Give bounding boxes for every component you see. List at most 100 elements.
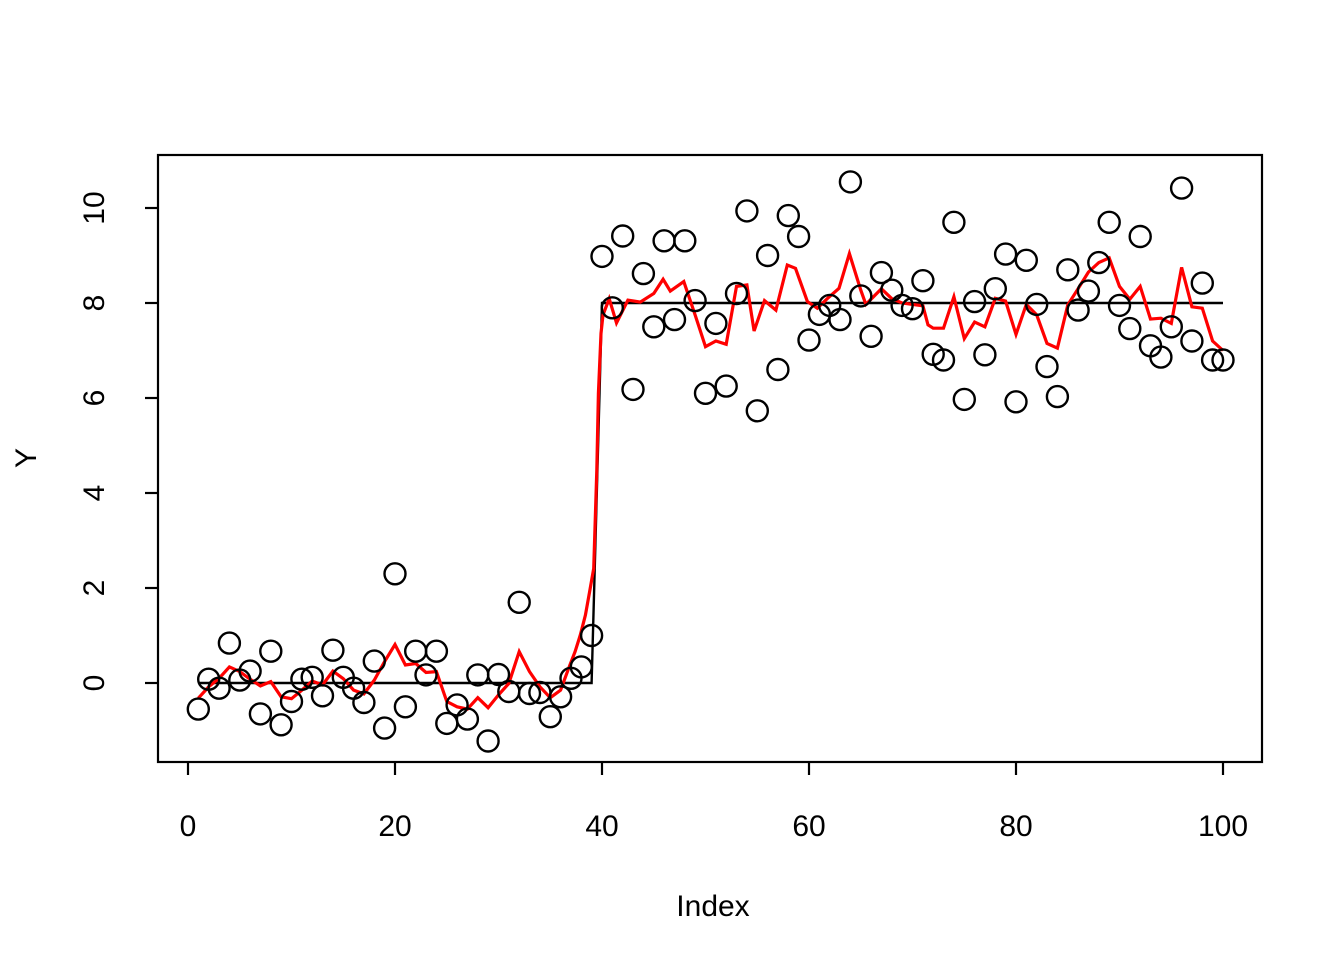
x-tick-label: 20: [378, 810, 411, 843]
data-point: [290, 667, 314, 691]
data-point: [538, 705, 562, 729]
data-point: [424, 639, 449, 663]
data-point: [642, 315, 666, 339]
data-point: [321, 638, 345, 662]
data-point: [1118, 316, 1142, 341]
data-point: [1180, 329, 1204, 353]
data-point: [735, 199, 759, 223]
data-point: [962, 289, 987, 314]
x-axis-label: Index: [676, 890, 749, 923]
data-point: [631, 261, 656, 286]
data-point: [1211, 348, 1235, 372]
data-point: [983, 277, 1007, 301]
data-point: [911, 269, 935, 293]
data-point: [766, 357, 790, 382]
y-tick-label: 2: [78, 580, 111, 597]
data-point: [662, 307, 687, 332]
data-point: [445, 693, 469, 717]
x-tick-label: 60: [792, 810, 825, 843]
data-point: [621, 377, 645, 402]
true-signal-step-line: [198, 301, 1223, 685]
x-tick-label: 40: [585, 810, 618, 843]
smoothed-estimate-line: [197, 248, 1225, 711]
data-point: [900, 297, 925, 321]
data-point: [828, 307, 852, 332]
data-point: [1087, 250, 1111, 275]
data-point: [1190, 271, 1215, 295]
data-point: [207, 676, 231, 700]
data-point: [652, 229, 676, 253]
data-point: [755, 243, 780, 268]
data-point: [590, 244, 614, 269]
plot-box: [156, 153, 1264, 764]
data-point: [1035, 354, 1059, 379]
axis-tick-labels: 0 20 40 60 80 100 0 2 4 6 8 10: [78, 191, 1248, 843]
data-point: [600, 296, 624, 320]
data-point: [1200, 348, 1225, 372]
data-point: [569, 655, 593, 679]
data-point: [310, 684, 335, 708]
y-tick-label: 4: [78, 485, 111, 502]
data-point: [1128, 224, 1152, 249]
data-point: [414, 663, 438, 687]
data-point: [300, 665, 324, 689]
data-point: [1014, 248, 1039, 272]
data-point: [517, 681, 542, 706]
data-point: [269, 713, 293, 737]
data-point: [1159, 315, 1184, 339]
data-point: [611, 224, 635, 248]
data-point: [548, 685, 573, 709]
data-point: [993, 242, 1018, 266]
data-point: [476, 729, 500, 753]
data-point: [1107, 293, 1132, 318]
data-point: [849, 284, 873, 308]
data-point: [776, 203, 800, 228]
data-point: [455, 707, 480, 731]
data-point: [693, 381, 718, 405]
data-point: [238, 659, 262, 683]
y-tick-label: 10: [78, 191, 111, 224]
data-point: [1045, 384, 1070, 409]
data-point: [248, 702, 273, 726]
true-signal-step: [198, 301, 1223, 685]
data-point: [362, 649, 386, 673]
data-point: [1066, 298, 1090, 322]
data-point: [683, 288, 707, 313]
plot-border: [156, 153, 1264, 764]
data-point: [217, 631, 242, 655]
data-point: [942, 210, 966, 235]
data-point: [973, 343, 997, 367]
y-tick-label: 8: [78, 295, 111, 312]
y-axis-label: Y: [10, 448, 43, 468]
data-point: [745, 399, 769, 423]
data-point: [1097, 210, 1121, 235]
data-point: [579, 623, 604, 648]
x-tick-label: 100: [1198, 810, 1248, 843]
data-point: [724, 281, 749, 306]
data-point: [704, 311, 728, 336]
axis-ticks: [145, 206, 1225, 775]
observation-points: [186, 170, 1235, 753]
data-point: [1169, 176, 1194, 200]
data-point: [393, 695, 418, 719]
data-point: [486, 662, 511, 687]
data-point: [372, 716, 397, 740]
data-point: [1076, 279, 1101, 303]
data-point: [673, 229, 697, 253]
data-point: [404, 639, 428, 663]
data-point: [869, 260, 894, 285]
x-tick-label: 0: [180, 810, 197, 843]
data-point: [1056, 258, 1080, 282]
data-point: [952, 387, 976, 412]
data-point: [859, 324, 883, 348]
data-point: [838, 170, 863, 194]
x-tick-label: 80: [999, 810, 1032, 843]
data-point: [1149, 345, 1173, 369]
data-point: [507, 590, 531, 614]
data-point: [186, 697, 211, 721]
data-point: [714, 374, 738, 398]
data-point: [279, 689, 304, 714]
data-point: [259, 639, 283, 663]
data-point: [383, 562, 407, 586]
